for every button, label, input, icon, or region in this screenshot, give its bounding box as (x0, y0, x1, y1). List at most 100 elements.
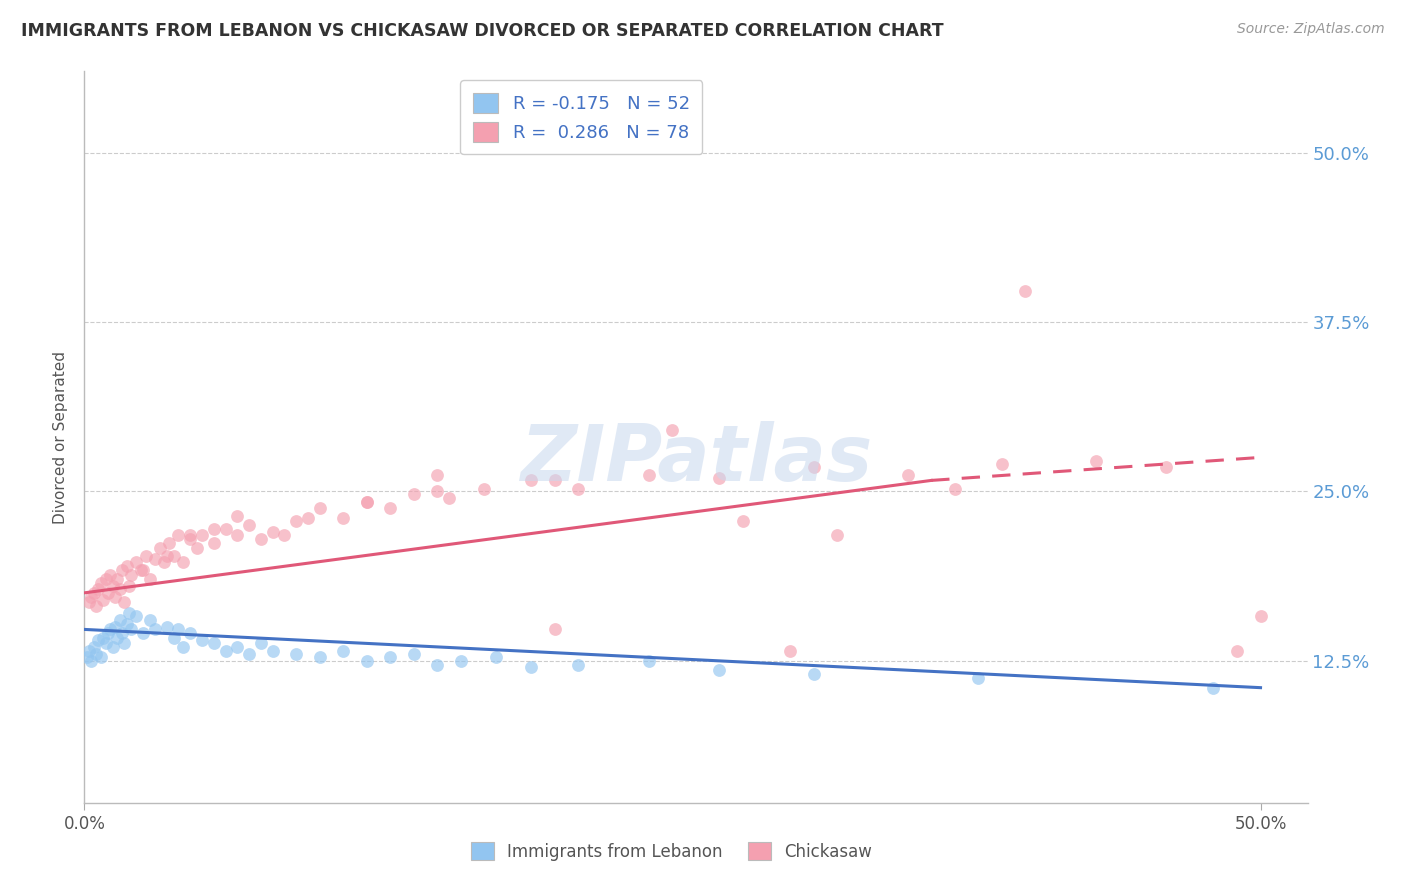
Point (172, 640, 194, 654)
Point (156, 549, 179, 564)
Point (226, 527, 249, 541)
Point (380, 500, 402, 515)
Text: Source: ZipAtlas.com: Source: ZipAtlas.com (1237, 22, 1385, 37)
Point (115, 617, 138, 632)
Point (111, 563, 134, 577)
Point (638, 468, 661, 483)
Point (104, 620, 127, 634)
Point (112, 636, 135, 650)
Point (186, 541, 208, 556)
Point (104, 590, 127, 604)
Point (94, 572, 117, 586)
Point (105, 631, 128, 645)
Point (132, 626, 155, 640)
Point (139, 613, 162, 627)
Point (709, 471, 731, 485)
Point (520, 660, 543, 674)
Point (285, 514, 308, 528)
Point (426, 468, 449, 483)
Point (120, 568, 142, 582)
Point (163, 631, 186, 645)
Point (97, 626, 120, 640)
Point (472, 482, 495, 496)
Point (101, 579, 124, 593)
Point (101, 640, 124, 654)
Point (249, 636, 271, 650)
Point (803, 667, 825, 681)
Point (967, 671, 990, 685)
Point (98, 568, 121, 582)
Point (943, 482, 966, 496)
Point (112, 595, 135, 609)
Point (226, 508, 249, 523)
Point (308, 500, 330, 515)
Point (825, 527, 848, 541)
Point (437, 491, 460, 505)
Point (402, 487, 425, 501)
Point (91, 631, 114, 645)
Point (249, 532, 271, 546)
Point (76, 649, 98, 664)
Point (156, 620, 179, 634)
Point (731, 514, 754, 528)
Point (132, 563, 155, 577)
Point (143, 623, 166, 637)
Point (638, 654, 661, 668)
Point (83, 586, 105, 600)
Point (115, 558, 138, 573)
Point (214, 644, 236, 658)
Point (544, 623, 567, 637)
Point (179, 626, 201, 640)
Point (661, 423, 683, 437)
Point (356, 654, 378, 668)
Point (426, 657, 449, 672)
Point (262, 524, 284, 539)
Point (172, 555, 194, 569)
Point (356, 495, 378, 509)
Point (202, 636, 225, 650)
Point (98, 623, 121, 637)
Point (226, 640, 249, 654)
Point (1250, 608, 1272, 623)
Point (129, 563, 152, 577)
Point (1226, 644, 1249, 658)
Point (90, 649, 112, 664)
Point (118, 579, 141, 593)
Point (167, 623, 190, 637)
Point (108, 613, 131, 627)
Point (191, 633, 214, 648)
Point (157, 535, 180, 549)
Point (285, 647, 308, 661)
Point (163, 549, 186, 564)
Point (191, 527, 214, 541)
Point (238, 518, 260, 533)
Point (544, 474, 567, 488)
Point (87, 633, 110, 648)
Point (77, 644, 100, 658)
Point (84, 647, 107, 661)
Point (1156, 459, 1178, 474)
Point (485, 649, 508, 664)
Point (91, 592, 114, 607)
Point (125, 555, 148, 569)
Point (94, 636, 117, 650)
Point (897, 468, 920, 483)
Point (108, 582, 131, 596)
Point (90, 576, 112, 591)
Point (520, 474, 543, 488)
Point (262, 644, 284, 658)
Point (97, 586, 120, 600)
Point (105, 572, 128, 586)
Point (779, 644, 801, 658)
Point (426, 484, 449, 499)
Point (77, 595, 100, 609)
Point (118, 606, 141, 620)
Point (135, 549, 157, 564)
Point (111, 626, 134, 640)
Point (567, 482, 589, 496)
Point (332, 644, 354, 658)
Point (120, 623, 142, 637)
Point (83, 640, 105, 654)
Point (380, 649, 402, 664)
Point (332, 511, 354, 525)
